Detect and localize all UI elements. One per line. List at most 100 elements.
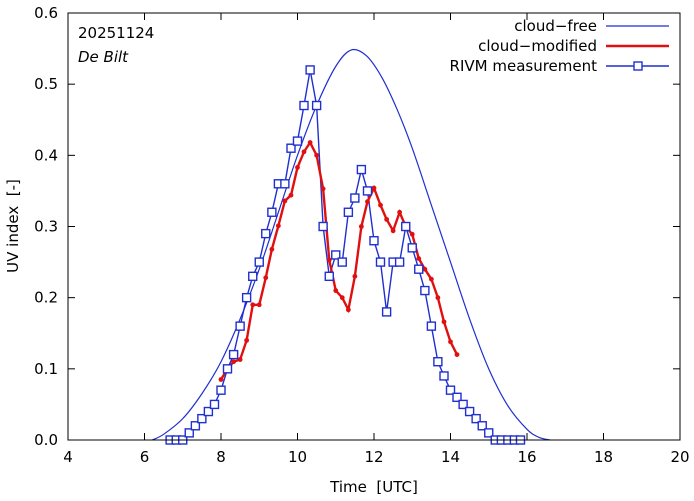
cloud-modified-point (371, 185, 377, 191)
cloud-modified-point (250, 302, 256, 308)
cloud-modified-point (320, 186, 326, 192)
measurement-point (426, 321, 437, 331)
cloud-modified-point (237, 357, 243, 362)
measurement-point (452, 392, 462, 402)
measurement-point (420, 285, 430, 296)
measurement-point (458, 399, 468, 410)
measurement-point (369, 236, 379, 246)
measurement-point (445, 385, 456, 395)
cloud-modified-point (288, 192, 294, 198)
measurement-point (241, 292, 252, 303)
measurement-point (184, 428, 194, 438)
measurement-point (228, 349, 239, 360)
axis-ticks: 4 6 8 10 12 14 16 18 20 0.0 0.1 0.2 0.3 0.4 0.5 0.6 (34, 4, 689, 466)
location-label: De Bilt (78, 48, 129, 66)
x-tick-label: 10 (288, 448, 307, 466)
cloud-modified-point (378, 202, 383, 208)
cloud-modified-point (409, 231, 415, 237)
measurement-point (471, 413, 481, 424)
y-tick-label: 0.0 (34, 431, 58, 449)
measurement-point (407, 243, 417, 253)
measurement-point (439, 371, 449, 381)
measurement-point (216, 385, 226, 395)
cloud-modified-point (441, 319, 447, 325)
cloud-modified-point (358, 224, 364, 229)
cloud-modified-point (275, 223, 281, 229)
measurement-point (401, 221, 411, 232)
cloud-modified-point (301, 149, 307, 155)
measurement-point (197, 413, 207, 424)
x-tick-label: 14 (441, 448, 460, 466)
cloud-modified-point (231, 359, 237, 365)
measurement-point (484, 428, 494, 438)
cloud-modified-point (435, 295, 441, 301)
cloud-modified-point (333, 288, 339, 293)
measurement-point (254, 257, 264, 267)
cloud-modified-point (422, 266, 428, 272)
cloud-modified-point (345, 307, 351, 313)
x-axis-label: Time [UTC] (329, 478, 418, 496)
y-tick-label: 0.5 (34, 75, 58, 93)
measurement-point (248, 271, 258, 282)
measurement-point (190, 421, 201, 431)
legend-label-cloud-free: cloud−free (514, 17, 597, 35)
cloud-modified-point (244, 337, 250, 343)
cloud-modified-point (352, 273, 358, 279)
measurement-point (356, 164, 367, 175)
x-tick-label: 20 (670, 448, 689, 466)
measurement-point (381, 307, 392, 317)
cloud-modified-point (307, 140, 313, 145)
cloud-modified-point (326, 257, 332, 263)
legend-marker-measurement (633, 61, 643, 71)
plot-content (151, 48, 551, 445)
series-measurement-line (170, 69, 521, 441)
y-axis-label: UV index [-] (4, 179, 22, 273)
measurement-point (292, 136, 303, 146)
measurement-point (414, 264, 424, 274)
measurement-point (464, 406, 475, 417)
measurement-point (324, 271, 334, 282)
measurement-point (318, 221, 328, 232)
x-tick-label: 12 (364, 448, 383, 466)
x-tick-label: 6 (140, 448, 150, 466)
y-tick-label: 0.6 (34, 4, 58, 22)
measurement-point (394, 257, 405, 267)
measurement-point (222, 364, 233, 374)
plot-frame (67, 12, 681, 441)
x-tick-label: 4 (63, 448, 73, 466)
x-tick-label: 8 (216, 448, 226, 466)
measurement-point (267, 207, 277, 217)
measurement-point (311, 100, 322, 111)
cloud-modified-point (218, 377, 224, 382)
cloud-modified-point (416, 256, 422, 261)
cloud-modified-point (339, 295, 345, 301)
y-tick-label: 0.4 (34, 146, 58, 164)
measurement-point (331, 250, 341, 260)
measurement-point (343, 207, 354, 217)
measurement-point (362, 186, 373, 196)
cloud-modified-point (428, 276, 434, 282)
cloud-modified-point (384, 216, 390, 222)
measurement-point (280, 179, 290, 189)
cloud-modified-point (454, 352, 460, 357)
y-tick-label: 0.1 (34, 360, 58, 378)
measurement-point (203, 406, 214, 417)
cloud-modified-point (282, 198, 288, 204)
date-label: 20251124 (78, 24, 154, 42)
cloud-modified-point (390, 228, 396, 234)
legend-label-cloud-modified: cloud−modified (478, 37, 597, 55)
measurement-point (433, 357, 443, 367)
measurement-point (375, 257, 386, 267)
series-cloud-modified-line (219, 140, 459, 381)
legend-label-measurement: RIVM measurement (450, 57, 598, 75)
measurement-point (299, 100, 309, 111)
x-tick-label: 18 (594, 448, 613, 466)
series-cloud-free-line (151, 48, 551, 441)
measurement-point (477, 421, 487, 431)
y-tick-label: 0.2 (34, 289, 58, 307)
cloud-modified-point (256, 302, 262, 308)
measurement-point (350, 193, 360, 203)
cloud-modified-point (269, 246, 275, 252)
measurement-point (305, 65, 315, 75)
measurement-point (337, 257, 347, 267)
